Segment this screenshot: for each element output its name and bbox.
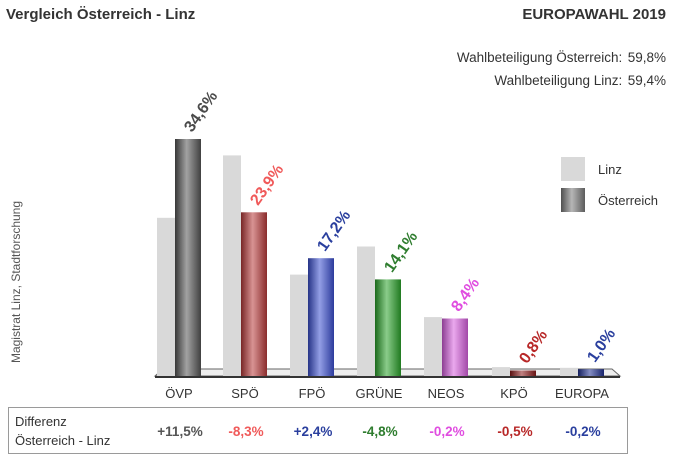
difference-value: -0,2% <box>565 424 601 439</box>
legend-label-linz: Linz <box>598 162 622 177</box>
category-labels: ÖVP SPÖ FPÖ GRÜNE NEOS KPÖ EUROPA <box>165 386 609 401</box>
chart-title: Vergleich Österreich - Linz <box>6 6 196 23</box>
election-title: EUROPAWAHL 2019 <box>522 6 666 23</box>
turnout-austria: Wahlbeteiligung Österreich: 59,8% <box>457 50 666 65</box>
bar-chart: Magistrat Linz, Stadtforschung 34,6% 23,9… <box>9 88 658 401</box>
source-label: Magistrat Linz, Stadtforschung <box>9 201 23 363</box>
value-label: 1,0% <box>584 326 619 366</box>
difference-label: Differenz Österreich - Linz <box>15 412 110 450</box>
bar-linz <box>492 367 510 376</box>
turnout-linz-value: 59,4% <box>627 73 666 88</box>
difference-value: +11,5% <box>157 424 203 439</box>
difference-label-line2: Österreich - Linz <box>15 433 111 448</box>
difference-value: +2,4% <box>293 424 333 439</box>
difference-value: -0,2% <box>429 424 465 439</box>
category-label: GRÜNE <box>356 386 403 401</box>
turnout-austria-label: Wahlbeteiligung Österreich: <box>456 50 623 65</box>
bar-linz <box>357 246 375 376</box>
value-label: 23,9% <box>247 162 287 209</box>
legend-label-austria: Österreich <box>598 193 658 208</box>
bar-linz <box>560 367 578 376</box>
legend-swatch-linz <box>561 157 585 181</box>
turnout-linz: Wahlbeteiligung Linz: 59,4% <box>494 73 666 88</box>
difference-table: Differenz Österreich - Linz +11,5% -8,3% +… <box>8 407 628 454</box>
value-label: 14,1% <box>381 229 421 276</box>
difference-value: -0,5% <box>497 424 533 439</box>
bar-austria <box>241 212 267 376</box>
value-label: 17,2% <box>314 208 354 255</box>
value-label: 34,6% <box>181 88 221 135</box>
bar-linz <box>424 317 442 376</box>
legend-swatch-austria <box>561 188 585 212</box>
bar-austria <box>442 318 468 376</box>
difference-label-line1: Differenz <box>15 414 67 429</box>
bar-austria <box>308 258 334 376</box>
difference-value: -8,3% <box>228 424 264 439</box>
legend: Linz Österreich <box>561 157 658 212</box>
category-label: EUROPA <box>555 386 609 401</box>
category-label: NEOS <box>428 386 465 401</box>
category-label: SPÖ <box>231 386 258 401</box>
bar-austria <box>578 369 604 376</box>
bar-austria <box>510 370 536 376</box>
category-label: FPÖ <box>299 386 326 401</box>
bar-linz <box>223 155 241 376</box>
value-label: 8,4% <box>448 275 483 315</box>
bar-austria <box>375 279 401 376</box>
category-label: KPÖ <box>500 386 527 401</box>
difference-value: -4,8% <box>362 424 398 439</box>
turnout-austria-value: 59,8% <box>627 50 666 65</box>
category-label: ÖVP <box>165 386 192 401</box>
floor-edge <box>155 376 620 378</box>
bar-linz <box>290 274 308 376</box>
bar-linz <box>157 217 175 376</box>
turnout-linz-label: Wahlbeteiligung Linz: <box>494 73 623 88</box>
bar-austria <box>175 139 201 376</box>
bars <box>157 139 604 376</box>
value-label: 0,8% <box>516 327 551 367</box>
